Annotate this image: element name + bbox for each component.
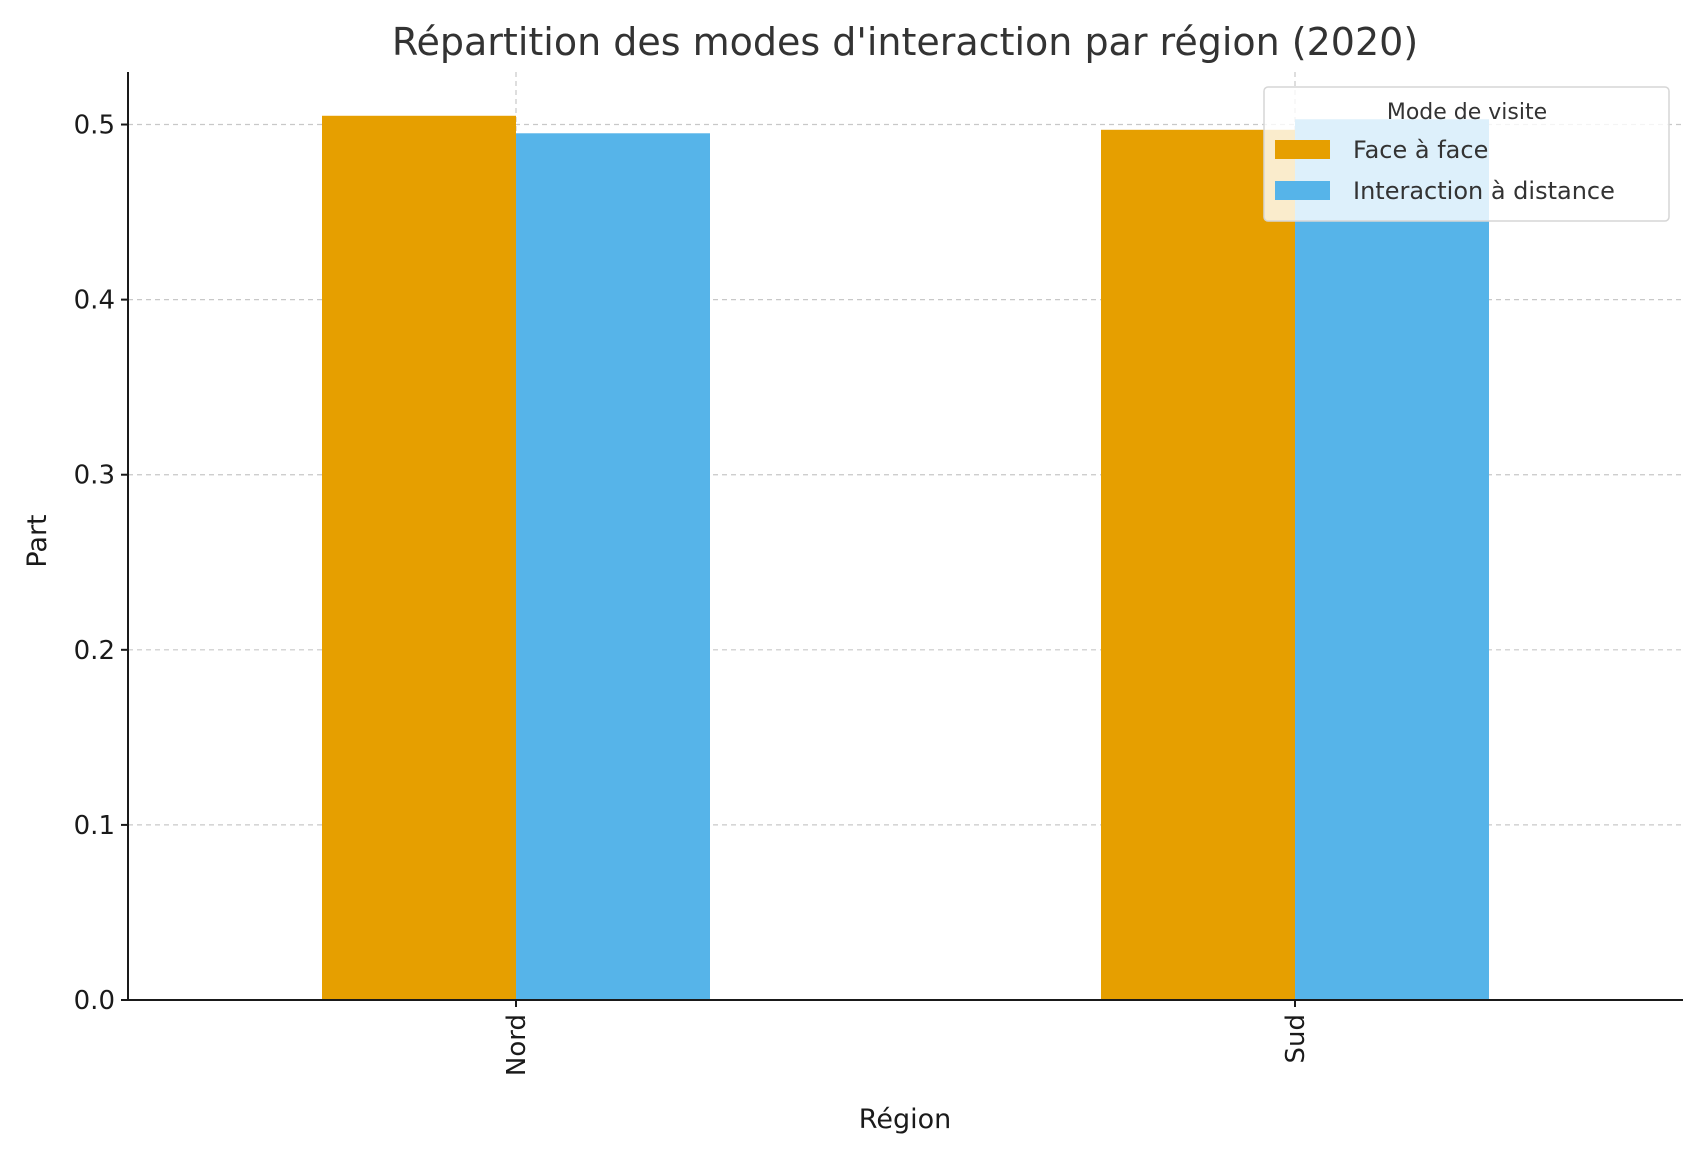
y-tick-label: 0.0: [74, 986, 115, 1016]
legend-swatch: [1275, 181, 1330, 200]
y-ticks: 0.0 0.1 0.2 0.3 0.4 0.5: [74, 111, 128, 1016]
legend-label: Interaction à distance: [1353, 177, 1615, 205]
y-tick-label: 0.5: [74, 111, 115, 141]
y-tick-label: 0.1: [74, 811, 115, 841]
y-tick-label: 0.3: [74, 461, 115, 491]
x-axis-label: Région: [859, 1104, 951, 1135]
bar-nord-series-0: [322, 115, 516, 1001]
legend-swatch: [1275, 140, 1330, 159]
legend-label: Face à face: [1353, 136, 1488, 164]
x-ticks: Nord Sud: [502, 1000, 1311, 1076]
y-tick-label: 0.2: [74, 636, 115, 666]
x-tick-label: Nord: [502, 1014, 532, 1076]
legend: Mode de visite Face à face Interaction à …: [1263, 86, 1670, 222]
bar-sud-series-1: [1295, 119, 1489, 1001]
legend-title: Mode de visite: [1387, 100, 1547, 125]
bar-nord-series-1: [516, 133, 710, 1000]
legend-items: Face à face Interaction à distance: [1275, 136, 1615, 205]
bar-sud-series-0: [1101, 129, 1295, 1000]
x-tick-label: Sud: [1281, 1014, 1311, 1064]
axes: [127, 72, 1683, 1001]
y-axis-label: Part: [22, 514, 53, 567]
chart-title: Répartition des modes d'interaction par …: [392, 20, 1418, 64]
bars: [322, 115, 1489, 1001]
y-tick-label: 0.4: [74, 286, 115, 316]
legend-box: [1263, 86, 1670, 222]
